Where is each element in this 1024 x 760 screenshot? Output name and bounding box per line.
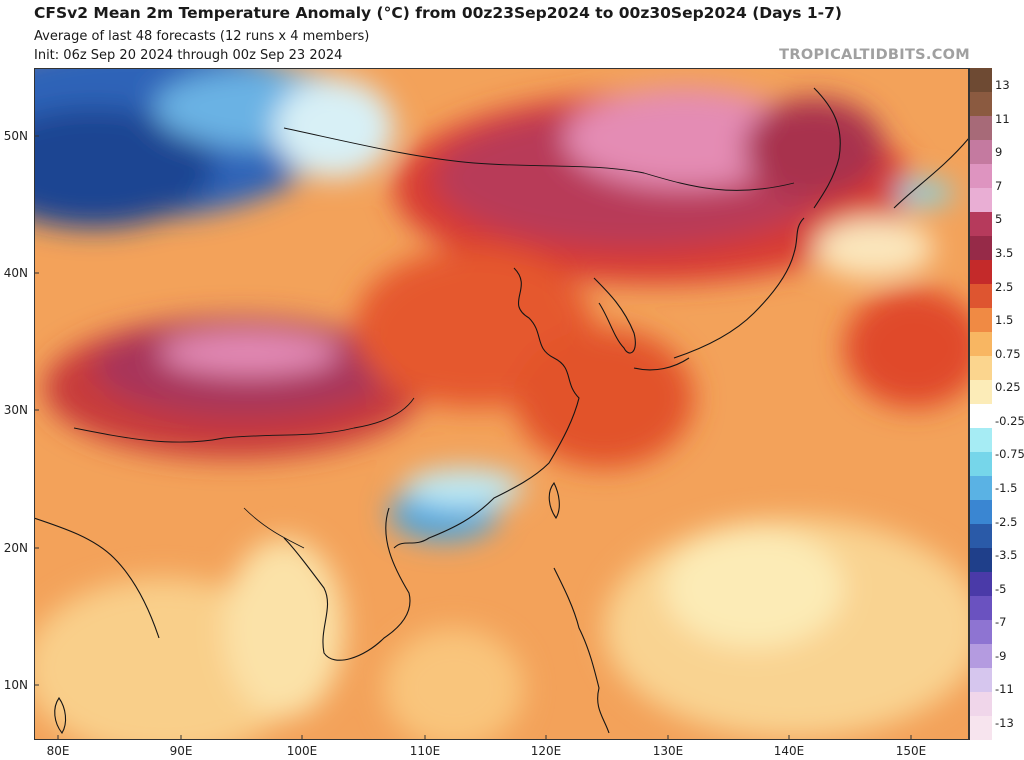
colorbar-swatch xyxy=(970,260,992,285)
colorbar-label: 13 xyxy=(995,78,1010,92)
colorbar-label: -5 xyxy=(995,581,1007,596)
lat-tick-40n: 40N xyxy=(3,266,28,280)
colorbar-label: 7 xyxy=(995,178,1003,193)
colorbar-swatch xyxy=(970,92,992,117)
colorbar-swatch xyxy=(970,620,992,645)
colorbar xyxy=(969,68,992,740)
colorbar-swatch xyxy=(970,524,992,549)
colorbar-swatch xyxy=(970,668,992,693)
colorbar-swatch xyxy=(970,548,992,573)
lat-tick-50n: 50N xyxy=(3,129,28,143)
colorbar-swatch xyxy=(970,692,992,717)
map-subtitle-init: Init: 06z Sep 20 2024 through 00z Sep 23… xyxy=(34,48,343,63)
lon-tick-140e: 140E xyxy=(773,744,805,758)
colorbar-label: 1.5 xyxy=(995,313,1014,328)
map-title: CFSv2 Mean 2m Temperature Anomaly (°C) f… xyxy=(34,4,842,22)
colorbar-label: -0.25 xyxy=(995,413,1024,428)
lon-tick-150e: 150E xyxy=(895,744,927,758)
colorbar-swatch xyxy=(970,332,992,357)
colorbar-label: 3.5 xyxy=(995,245,1014,260)
colorbar-label: 0.25 xyxy=(995,380,1021,395)
colorbar-label: 5 xyxy=(995,212,1003,227)
colorbar-label: 11 xyxy=(995,111,1010,126)
colorbar-label: -9 xyxy=(995,648,1007,663)
lat-tick-10n: 10N xyxy=(3,678,28,692)
colorbar-swatch xyxy=(970,380,992,405)
anomaly-field-shading xyxy=(34,68,969,740)
colorbar-swatch xyxy=(970,428,992,453)
brand-watermark[interactable]: TROPICALTIDBITS.COM xyxy=(779,47,970,63)
colorbar-label: 9 xyxy=(995,145,1003,160)
colorbar-label: 2.5 xyxy=(995,279,1014,294)
colorbar-label: -0.75 xyxy=(995,447,1024,462)
colorbar-label: -2.5 xyxy=(995,514,1018,529)
colorbar-swatch xyxy=(970,188,992,213)
colorbar-swatch xyxy=(970,164,992,189)
colorbar-swatch xyxy=(970,212,992,237)
colorbar-swatch xyxy=(970,236,992,261)
colorbar-swatch xyxy=(970,716,992,740)
colorbar-swatch xyxy=(970,140,992,165)
lat-tick-30n: 30N xyxy=(3,403,28,417)
colorbar-label: -7 xyxy=(995,615,1007,630)
colorbar-swatch xyxy=(970,572,992,597)
colorbar-swatch xyxy=(970,284,992,309)
colorbar-swatch xyxy=(970,500,992,525)
colorbar-swatch xyxy=(970,476,992,501)
colorbar-label: -1.5 xyxy=(995,480,1018,495)
colorbar-label: -13 xyxy=(995,716,1014,730)
lon-tick-90e: 90E xyxy=(169,744,193,758)
colorbar-swatch xyxy=(970,68,992,93)
colorbar-swatch xyxy=(970,596,992,621)
lon-tick-130e: 130E xyxy=(652,744,684,758)
colorbar-label: -11 xyxy=(995,682,1014,697)
temperature-anomaly-map xyxy=(34,68,969,740)
lat-tick-20n: 20N xyxy=(3,541,28,555)
colorbar-label: -3.5 xyxy=(995,548,1018,563)
lon-tick-100e: 100E xyxy=(286,744,318,758)
lon-tick-120e: 120E xyxy=(530,744,562,758)
lon-tick-110e: 110E xyxy=(409,744,441,758)
map-subtitle-forecasts: Average of last 48 forecasts (12 runs x … xyxy=(34,29,370,44)
lon-tick-80e: 80E xyxy=(46,744,70,758)
colorbar-swatch xyxy=(970,452,992,477)
colorbar-swatch xyxy=(970,356,992,381)
colorbar-swatch xyxy=(970,308,992,333)
colorbar-swatch xyxy=(970,644,992,669)
coastlines xyxy=(34,87,969,734)
colorbar-swatch xyxy=(970,116,992,141)
colorbar-label: 0.75 xyxy=(995,346,1021,361)
colorbar-swatch xyxy=(970,404,992,429)
